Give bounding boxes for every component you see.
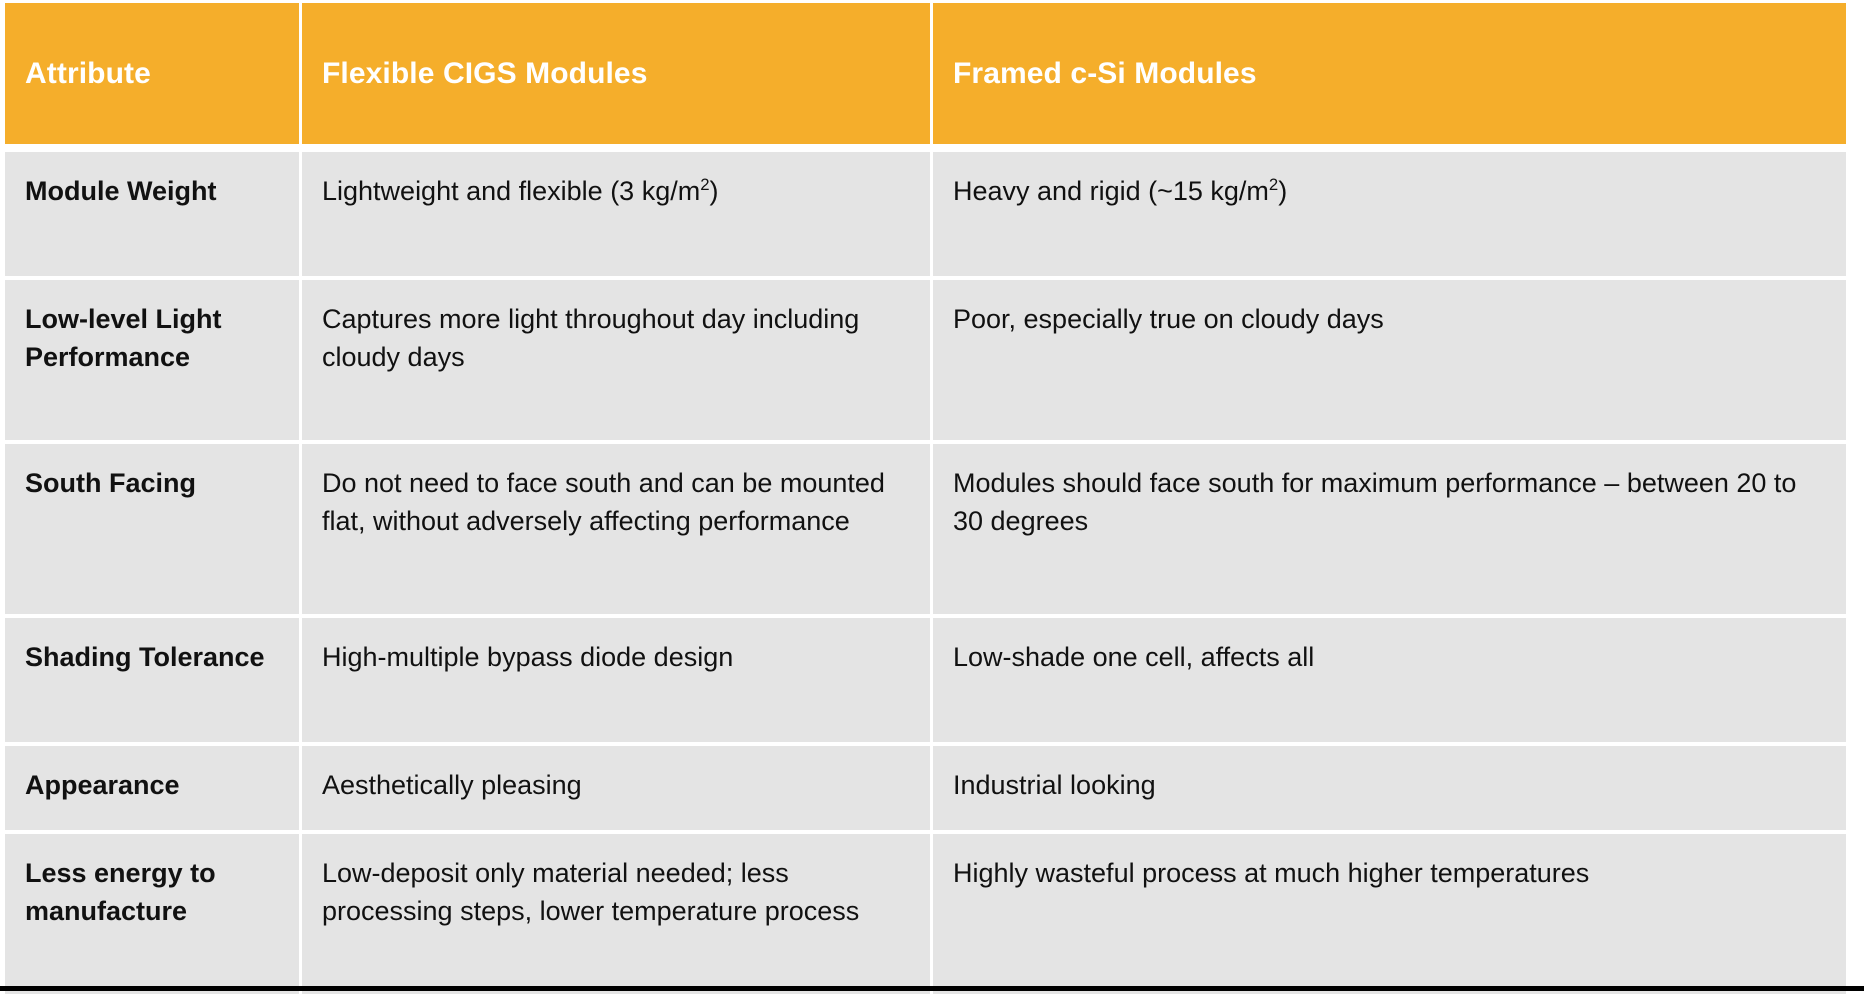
column-header-attribute: Attribute xyxy=(5,3,302,144)
cell-cigs-low-level-light-performance: Captures more light throughout day inclu… xyxy=(302,280,933,444)
cell-cigs-south-facing: Do not need to face south and can be mou… xyxy=(302,444,933,618)
table-row: Shading Tolerance High-multiple bypass d… xyxy=(5,618,1846,746)
header-row: Attribute Flexible CIGS Modules Framed c… xyxy=(5,3,1846,144)
row-attribute-less-energy-to-manufacture: Less energy to manufacture xyxy=(5,834,302,994)
cell-csi-appearance: Industrial looking xyxy=(933,746,1846,834)
gap-cell-2 xyxy=(302,144,933,152)
comparison-table: Attribute Flexible CIGS Modules Framed c… xyxy=(5,3,1846,994)
cell-csi-shading-tolerance: Low-shade one cell, affects all xyxy=(933,618,1846,746)
table-row: South Facing Do not need to face south a… xyxy=(5,444,1846,618)
cell-cigs-appearance: Aesthetically pleasing xyxy=(302,746,933,834)
column-header-flexible-cigs-modules: Flexible CIGS Modules xyxy=(302,3,933,144)
bottom-rule-divider xyxy=(0,986,1864,991)
table-header: Attribute Flexible CIGS Modules Framed c… xyxy=(5,3,1846,144)
table-row: Low-level Light Performance Captures mor… xyxy=(5,280,1846,444)
column-header-framed-c-si-modules: Framed c-Si Modules xyxy=(933,3,1846,144)
cell-text-superscript: 2 xyxy=(700,175,710,194)
table-row: Module Weight Lightweight and flexible (… xyxy=(5,152,1846,280)
cell-text-pre: Lightweight and flexible (3 kg/m xyxy=(322,176,701,206)
cell-csi-less-energy-to-manufacture: Highly wasteful process at much higher t… xyxy=(933,834,1846,994)
row-attribute-appearance: Appearance xyxy=(5,746,302,834)
cell-text-pre: Heavy and rigid (~15 kg/m xyxy=(953,176,1269,206)
cell-text-superscript: 2 xyxy=(1268,175,1279,194)
cell-cigs-shading-tolerance: High-multiple bypass diode design xyxy=(302,618,933,746)
cell-csi-module-weight: Heavy and rigid (~15 kg/m2) xyxy=(933,152,1846,280)
cell-cigs-less-energy-to-manufacture: Low-deposit only material needed; less p… xyxy=(302,834,933,994)
gap-cell-3 xyxy=(933,144,1846,152)
cell-csi-south-facing: Modules should face south for maximum pe… xyxy=(933,444,1846,618)
gap-cell-1 xyxy=(5,144,302,152)
table-body: Module Weight Lightweight and flexible (… xyxy=(5,144,1846,994)
cell-csi-low-level-light-performance: Poor, especially true on cloudy days xyxy=(933,280,1846,444)
cell-text-post: ) xyxy=(1278,176,1288,206)
row-attribute-module-weight: Module Weight xyxy=(5,152,302,280)
row-attribute-south-facing: South Facing xyxy=(5,444,302,618)
header-body-gap xyxy=(5,144,1846,152)
cell-text-post: ) xyxy=(709,176,719,206)
table-row: Appearance Aesthetically pleasing Indust… xyxy=(5,746,1846,834)
cell-cigs-module-weight: Lightweight and flexible (3 kg/m2) xyxy=(302,152,933,280)
row-attribute-low-level-light-performance: Low-level Light Performance xyxy=(5,280,302,444)
table-row: Less energy to manufacture Low-deposit o… xyxy=(5,834,1846,994)
row-attribute-shading-tolerance: Shading Tolerance xyxy=(5,618,302,746)
